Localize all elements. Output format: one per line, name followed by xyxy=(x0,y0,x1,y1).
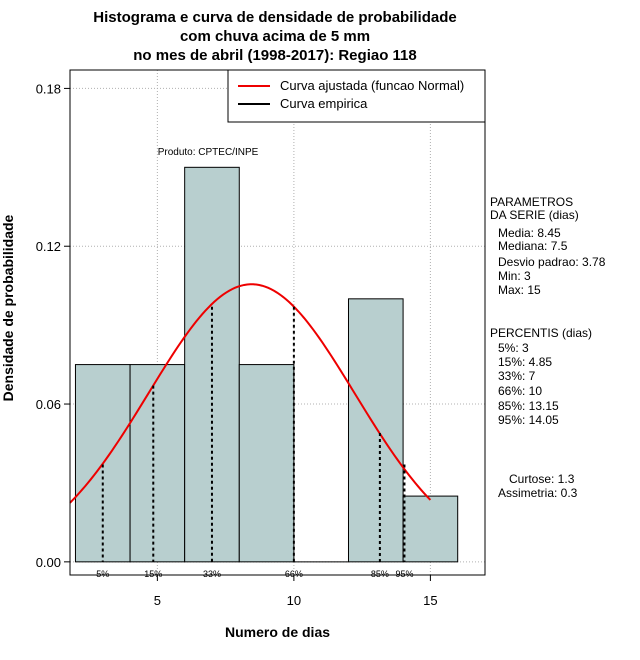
x-axis-label: Numero de dias xyxy=(224,624,331,640)
percentil-95: 95%: 14.05 xyxy=(498,413,559,427)
histogram-bar xyxy=(238,364,295,563)
percentile-label: 33% xyxy=(203,569,221,579)
legend-label-empirical: Curva empirica xyxy=(280,96,368,111)
y-tick-label: 0.06 xyxy=(36,397,61,412)
y-tick-label: 0.00 xyxy=(36,555,61,570)
percentile-label: 5% xyxy=(96,569,109,579)
legend-label-normal: Curva ajustada (funcao Normal) xyxy=(280,78,464,93)
percentil-33: 33%: 7 xyxy=(498,369,536,383)
percentil-85: 85%: 13.15 xyxy=(498,399,559,413)
histogram-bar xyxy=(129,364,186,563)
curtose-value: Curtose: 1.3 xyxy=(509,472,575,486)
percentis-header: PERCENTIS (dias) xyxy=(490,326,593,340)
parametros-header-2: DA SERIE (dias) xyxy=(490,208,579,222)
percentil-5: 5%: 3 xyxy=(498,341,529,355)
parametros-header-1: PARAMETROS xyxy=(490,195,574,209)
y-tick-label: 0.18 xyxy=(36,81,61,96)
param-max: Max: 15 xyxy=(498,283,541,297)
normal-curve-line xyxy=(69,283,432,504)
param-min: Min: 3 xyxy=(498,269,531,283)
percentil-66: 66%: 10 xyxy=(498,384,543,398)
percentile-label: 85% xyxy=(371,569,389,579)
y-tick-label: 0.12 xyxy=(36,239,61,254)
x-tick-label: 10 xyxy=(287,593,301,608)
x-tick-label: 15 xyxy=(423,593,437,608)
percentil-15: 15%: 4.85 xyxy=(498,355,553,369)
y-axis-label: Densidade de probabilidade xyxy=(0,214,16,402)
chart-title-line-1: Histograma e curva de densidade de proba… xyxy=(93,9,457,26)
percentile-label: 66% xyxy=(285,569,303,579)
histogram-bar xyxy=(402,495,459,563)
histogram-bar xyxy=(184,166,240,563)
chart-title-line-3: no mes de abril (1998-2017): Regiao 118 xyxy=(133,47,417,64)
legend: Curva ajustada (funcao Normal) Curva emp… xyxy=(227,69,486,123)
percentile-label: 95% xyxy=(395,569,413,579)
legend-box xyxy=(227,69,486,123)
histogram-bar xyxy=(347,298,404,563)
param-media: Media: 8.45 xyxy=(498,226,561,240)
chart-title-line-2: com chuva acima de 5 mm xyxy=(179,28,371,45)
percentile-label: 15% xyxy=(144,569,162,579)
x-tick-label: 5 xyxy=(154,593,161,608)
param-mediana: Mediana: 7.5 xyxy=(498,239,568,253)
param-desvio: Desvio padrao: 3.78 xyxy=(498,255,606,269)
assimetria-value: Assimetria: 0.3 xyxy=(498,486,578,500)
product-annotation: Produto: CPTEC/INPE xyxy=(158,147,259,158)
